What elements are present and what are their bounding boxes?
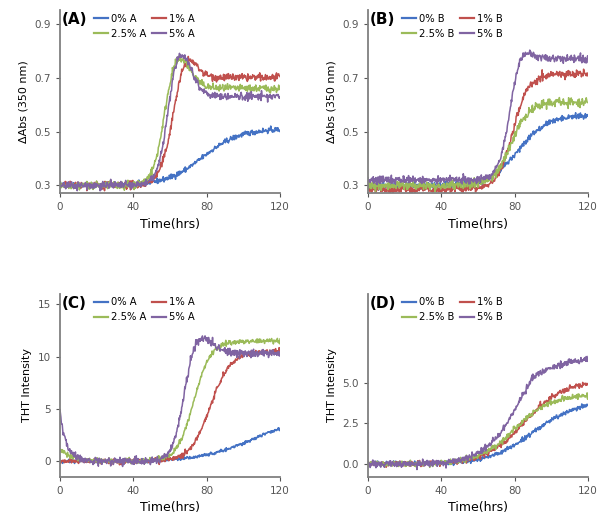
Legend: 0% B, 2.5% B, 1% B, 5% B: 0% B, 2.5% B, 1% B, 5% B — [401, 14, 503, 39]
Legend: 0% B, 2.5% B, 1% B, 5% B: 0% B, 2.5% B, 1% B, 5% B — [401, 297, 503, 322]
Text: (A): (A) — [62, 12, 88, 27]
Text: (B): (B) — [370, 12, 395, 27]
X-axis label: Time(hrs): Time(hrs) — [448, 501, 508, 515]
Text: (C): (C) — [62, 296, 87, 311]
Text: (D): (D) — [370, 296, 397, 311]
Y-axis label: ΔAbs (350 nm): ΔAbs (350 nm) — [19, 61, 29, 143]
Y-axis label: THT Intensity: THT Intensity — [327, 348, 337, 422]
Legend: 0% A, 2.5% A, 1% A, 5% A: 0% A, 2.5% A, 1% A, 5% A — [94, 297, 195, 322]
X-axis label: Time(hrs): Time(hrs) — [140, 501, 200, 515]
Legend: 0% A, 2.5% A, 1% A, 5% A: 0% A, 2.5% A, 1% A, 5% A — [94, 14, 195, 39]
Y-axis label: THT Intensity: THT Intensity — [22, 348, 32, 422]
X-axis label: Time(hrs): Time(hrs) — [448, 218, 508, 231]
Y-axis label: ΔAbs (350 nm): ΔAbs (350 nm) — [327, 61, 337, 143]
X-axis label: Time(hrs): Time(hrs) — [140, 218, 200, 231]
